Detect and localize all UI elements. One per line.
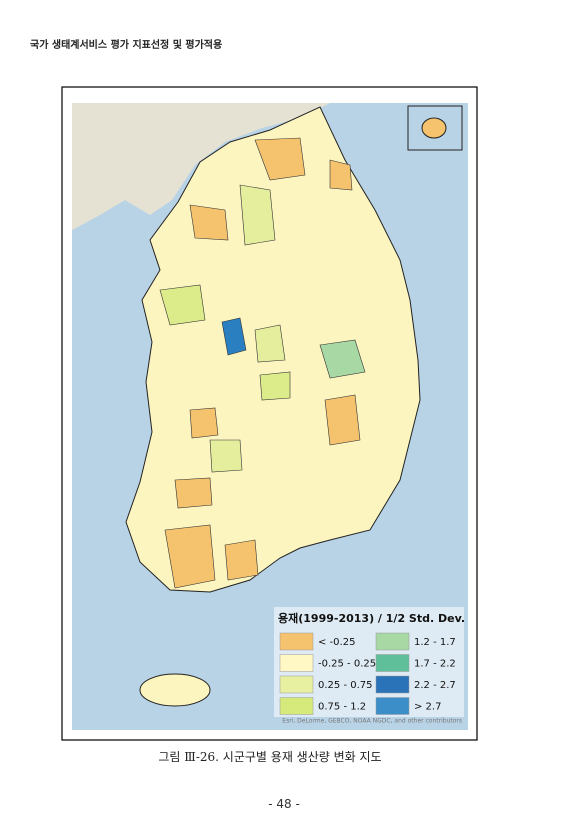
legend-label: > 2.7 [414,702,441,713]
legend-swatch [279,654,314,672]
attribution: Esri, DeLorme, GEBCO, NOAA NGDC, and oth… [282,718,462,725]
jeju-island [139,673,211,707]
legend-label: 1.7 - 2.2 [414,659,456,670]
legend-swatch [279,675,314,694]
legend-label: 2.2 - 2.7 [414,680,456,691]
legend-swatch [279,697,314,715]
legend-label: -0.25 - 0.25 [318,659,376,670]
legend-swatch [375,697,410,715]
legend-swatch [279,632,314,651]
land-north [72,103,330,230]
legend-swatch [375,675,410,694]
legend-label: 1.2 - 1.7 [414,637,456,648]
legend-label: 0.75 - 1.2 [318,702,366,713]
legend: < -0.25 -0.25 - 0.25 0.25 - 0.75 0.75 - 1.2… [279,632,456,715]
legend-label: 0.25 - 0.75 [318,680,373,691]
legend-label: < -0.25 [318,637,355,648]
header-title: 국가 생태계서비스 평가 지표선정 및 평가적용 [30,40,223,51]
inset-island [421,117,447,139]
legend-title: 용재(1999-2013) / 1/2 Std. Dev. [278,611,465,625]
figure-caption: 그림 Ⅲ-26. 시군구별 용재 생산량 변화 지도 [158,750,382,764]
page-number: - 48 - [268,797,300,811]
legend-swatch [375,632,410,651]
districts [159,137,366,589]
legend-swatch [375,654,410,672]
